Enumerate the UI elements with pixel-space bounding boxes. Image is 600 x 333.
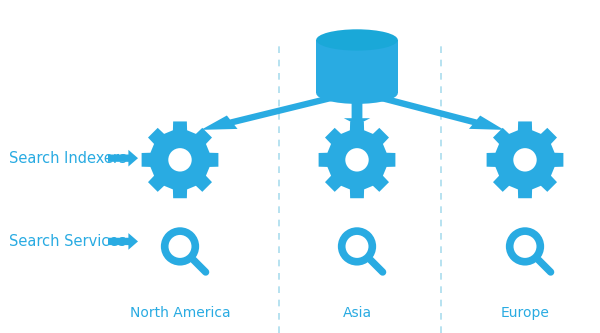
Polygon shape (201, 89, 359, 130)
Text: Search Services: Search Services (9, 234, 126, 249)
Polygon shape (355, 89, 504, 130)
Polygon shape (108, 233, 138, 250)
Ellipse shape (161, 227, 199, 265)
Ellipse shape (346, 235, 368, 258)
Ellipse shape (502, 137, 548, 183)
Ellipse shape (316, 29, 398, 51)
Polygon shape (344, 92, 370, 125)
Text: Search Indexers: Search Indexers (9, 151, 127, 166)
Text: Asia: Asia (343, 306, 371, 320)
Ellipse shape (169, 235, 191, 258)
Polygon shape (487, 122, 563, 198)
Ellipse shape (506, 227, 544, 265)
Ellipse shape (346, 148, 369, 171)
Polygon shape (316, 40, 398, 93)
Polygon shape (108, 150, 138, 166)
Polygon shape (142, 122, 218, 198)
Ellipse shape (168, 148, 192, 171)
Text: Europe: Europe (500, 306, 550, 320)
Text: North America: North America (130, 306, 230, 320)
Ellipse shape (157, 137, 203, 183)
Ellipse shape (513, 148, 537, 171)
Ellipse shape (514, 235, 536, 258)
Polygon shape (319, 122, 395, 198)
Ellipse shape (338, 227, 376, 265)
Ellipse shape (316, 83, 398, 104)
Ellipse shape (334, 137, 380, 183)
